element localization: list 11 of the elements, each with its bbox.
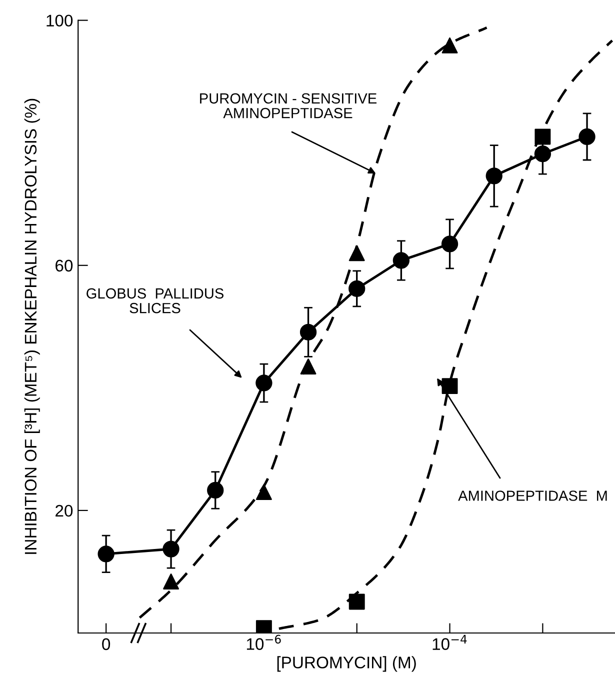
y-tick-label: 20 [56, 504, 73, 517]
y-axis-title: INHIBITION OF [³H] (MET⁵) ENKEPHALIN HYDROLYSIS (%) [24, 98, 40, 554]
x-axis-title: [PUROMYCIN] (M) [277, 656, 416, 672]
annotation: AMINOPEPTIDASE M [458, 490, 607, 501]
y-tick-label: 60 [56, 260, 73, 272]
annotation: PUROMYCIN - SENSITIVE AMINOPEPTIDASE [200, 93, 377, 118]
x-tick-label: 0 [102, 638, 110, 650]
annotation: GLOBUS PALLIDUS SLICES [86, 288, 224, 314]
x-tick-label: 10$^{−4}$ [432, 634, 467, 650]
x-tick-label: 10$^{−6}$ [246, 634, 281, 650]
y-tick-label: 100 [46, 14, 73, 27]
